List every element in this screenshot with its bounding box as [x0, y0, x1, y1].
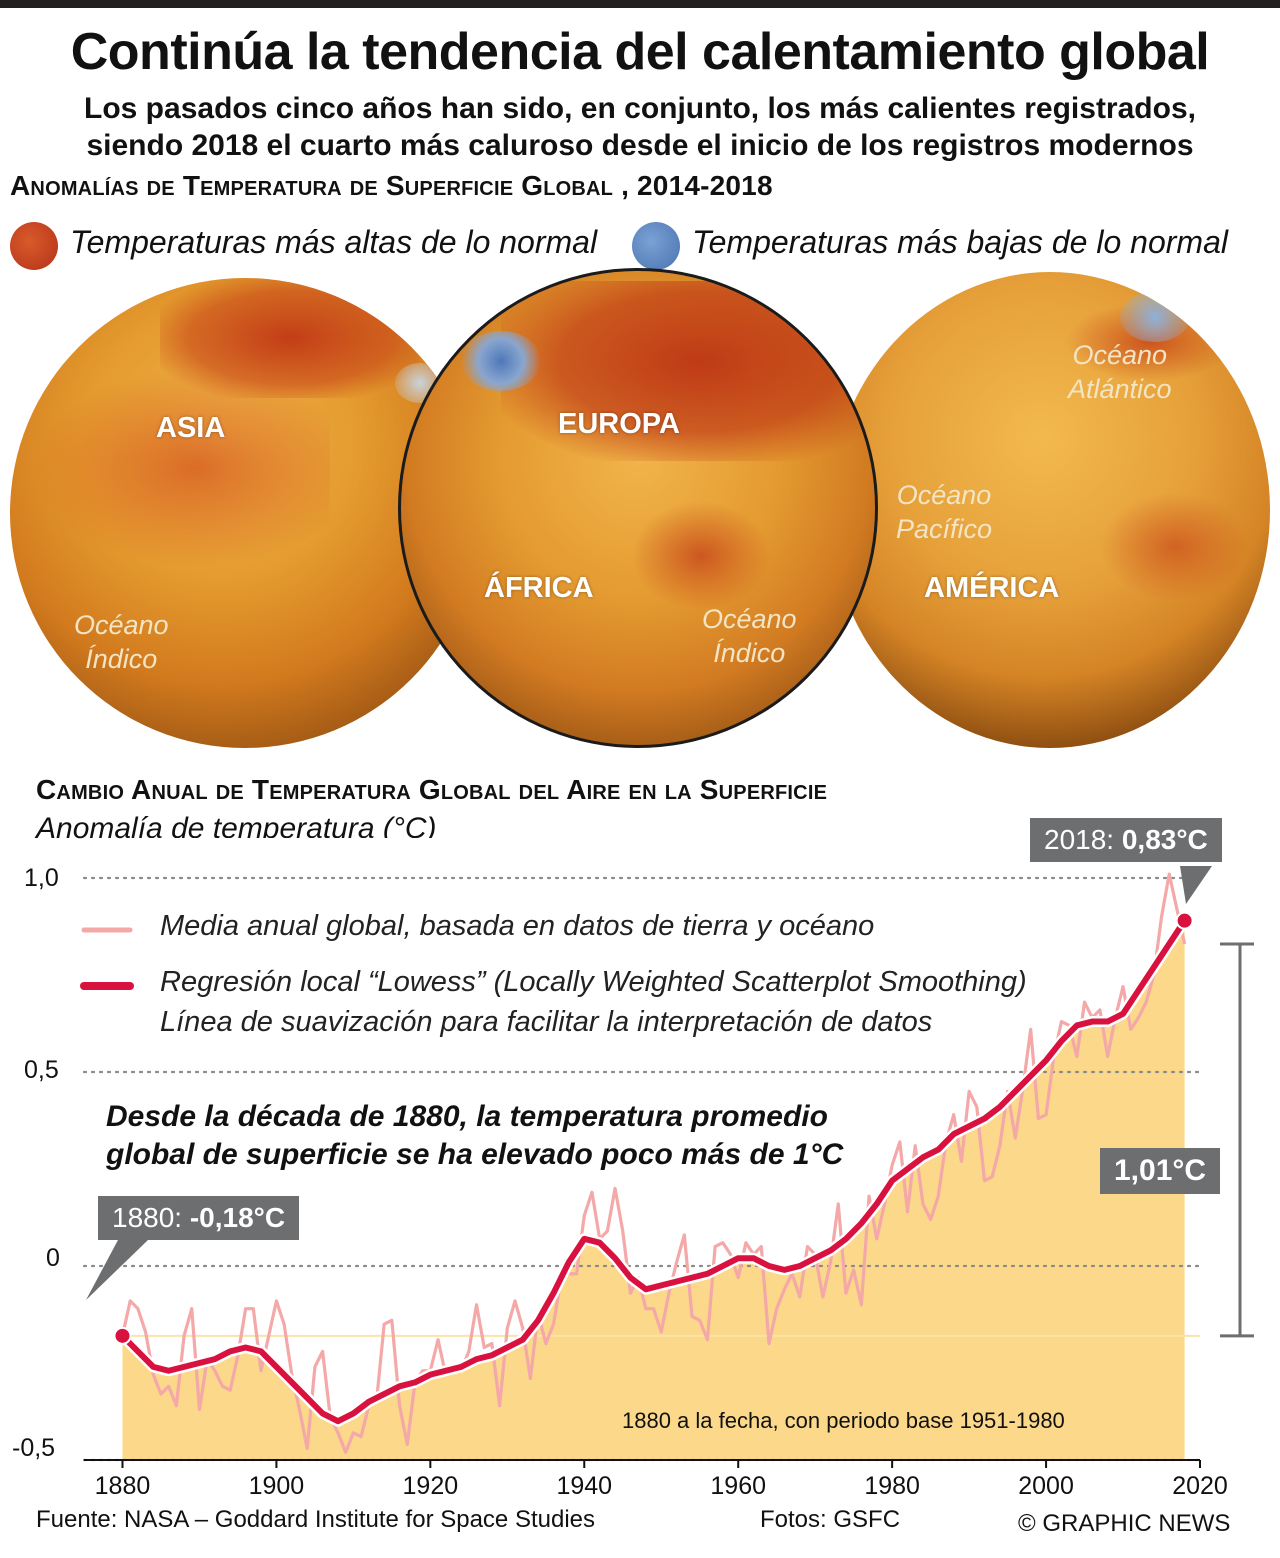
lowess-end-point [1175, 911, 1194, 930]
y-tick-label: 0 [46, 1244, 60, 1272]
annotation-line: global de superficie se ha elevado poco … [106, 1138, 844, 1171]
x-tick-label: 1960 [710, 1472, 766, 1500]
callout-2018-value: 0,83°C [1121, 824, 1208, 855]
subtitle-line-2: siendo 2018 el cuarto más caluroso desde… [86, 129, 1194, 162]
warm-legend-label: Temperaturas más altas de lo normal [70, 224, 598, 260]
warm-anomaly-patch [501, 281, 861, 461]
annotation-line: Desde la década de 1880, la temperatura … [106, 1100, 828, 1133]
ocean-label-line: Océano [896, 480, 992, 510]
warm-anomaly-patch [631, 501, 771, 611]
x-tick-label: 2000 [1018, 1472, 1074, 1500]
warm-anomaly-patch [30, 368, 330, 568]
ocean-label-line: Océano [1072, 340, 1168, 370]
chart-heading: Cambio Anual de Temperatura Global del A… [36, 774, 828, 805]
ocean-label-line: Atlántico [1068, 374, 1172, 404]
ocean-label-indian-left: Océano Índico [74, 608, 169, 676]
x-tick-label: 1920 [403, 1472, 459, 1500]
callout-rise: 1,01°C [1100, 1148, 1221, 1194]
globe-america [830, 272, 1270, 748]
callout-2018: 2018: 0,83°C [1030, 818, 1222, 862]
ocean-label-pacific: Océano Pacífico [896, 478, 992, 546]
callout-1880-value: -0,18°C [189, 1202, 286, 1233]
region-label-europe: EUROPA [558, 408, 680, 440]
legend-lowess-sublabel: Línea de suavización para facilitar la i… [160, 1006, 933, 1038]
x-tick-label: 2020 [1172, 1472, 1228, 1500]
legend-lowess-label: Regresión local “Lowess” (Locally Weight… [160, 966, 1027, 998]
cool-anomaly-patch [1120, 292, 1190, 342]
cool-anomaly-patch [461, 331, 541, 391]
subtitle-line-1: Los pasados cinco años han sido, en conj… [84, 92, 1196, 125]
page-subtitle: Los pasados cinco años han sido, en conj… [0, 90, 1280, 164]
source-credit: Fuente: NASA – Goddard Institute for Spa… [36, 1506, 595, 1533]
region-label-asia: ASIA [156, 412, 226, 444]
cool-legend-swatch [632, 222, 680, 270]
ocean-label-indian-center: Océano Índico [702, 602, 797, 670]
y-tick-label: -0,5 [12, 1434, 56, 1462]
callout-1880: 1880: -0,18°C [98, 1196, 300, 1240]
globe-europe-africa [398, 268, 878, 748]
ocean-label-line: Océano [702, 604, 797, 634]
x-tick-label: 1980 [864, 1472, 920, 1500]
ocean-label-atlantic: Océano Atlántico [1068, 338, 1172, 406]
warm-legend-swatch [10, 222, 58, 270]
legend-annual-label: Media anual global, basada en datos de t… [160, 910, 875, 942]
x-tick-label: 1880 [95, 1472, 151, 1500]
callout-2018-pointer [1180, 866, 1212, 904]
ocean-label-line: Océano [74, 610, 169, 640]
base-period-note: 1880 a la fecha, con periodo base 1951-1… [622, 1408, 1065, 1433]
y-tick-label: 0,5 [24, 1056, 59, 1084]
warm-anomaly-patch [1100, 492, 1250, 602]
ocean-label-line: Índico [85, 644, 158, 674]
cool-legend-label: Temperaturas más bajas de lo normal [692, 224, 1228, 260]
callout-2018-label: 2018: [1044, 824, 1122, 855]
rise-annotation: Desde la década de 1880, la temperatura … [106, 1098, 843, 1174]
copyright: © GRAPHIC NEWS [1018, 1510, 1231, 1537]
maps-heading: Anomalías de Temperatura de Superficie G… [10, 170, 773, 201]
callout-1880-label: 1880: [112, 1202, 190, 1233]
lowess-start-point [113, 1326, 132, 1345]
chart-area-mask [122, 838, 1185, 1422]
x-tick-label: 1940 [556, 1472, 612, 1500]
lowess-line [119, 917, 1188, 1425]
ocean-label-line: Índico [713, 638, 786, 668]
x-tick-label: 1900 [249, 1472, 305, 1500]
photo-credit: Fotos: GSFC [760, 1506, 901, 1533]
y-tick-label: 1,0 [24, 864, 59, 892]
region-label-africa: ÁFRICA [484, 572, 594, 604]
region-label-america: AMÉRICA [924, 572, 1060, 604]
top-bar [0, 0, 1280, 8]
callout-1880-pointer [86, 1240, 148, 1300]
ocean-label-line: Pacífico [896, 514, 993, 544]
page-title: Continúa la tendencia del calentamiento … [70, 23, 1210, 81]
